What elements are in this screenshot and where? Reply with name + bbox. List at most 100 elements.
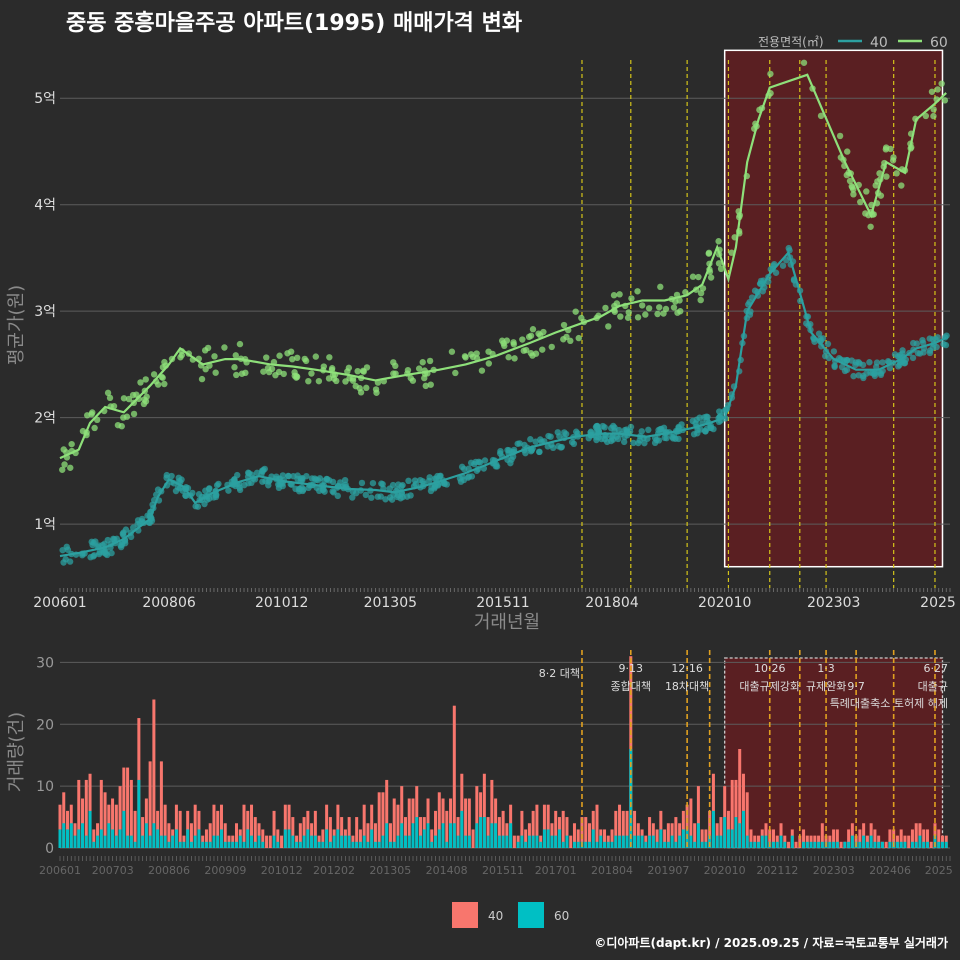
scatter-point-40 — [884, 358, 892, 365]
scatter-point-60 — [539, 346, 546, 353]
volume-x-tick: 201012 — [261, 864, 303, 877]
x-axis-title: 거래년월 — [474, 612, 540, 633]
volume-bar-40 — [802, 829, 806, 848]
scatter-point-60 — [893, 170, 900, 177]
volume-bar-40 — [595, 804, 599, 848]
volume-bar-60 — [715, 835, 719, 848]
volume-bar-60 — [847, 841, 851, 848]
volume-bar-40 — [554, 810, 558, 848]
volume-bar-40 — [910, 829, 914, 848]
scatter-point-40 — [669, 435, 677, 442]
volume-bar-60 — [944, 841, 948, 848]
volume-bar-60 — [400, 823, 404, 848]
scatter-point-60 — [617, 313, 624, 320]
volume-bar-40 — [193, 804, 197, 848]
scatter-point-60 — [485, 360, 493, 367]
scatter-point-40 — [234, 471, 241, 479]
scatter-point-60 — [419, 359, 426, 366]
volume-bar-60 — [321, 841, 325, 848]
volume-bar-40 — [103, 792, 107, 848]
scatter-point-60 — [302, 357, 310, 365]
scatter-point-60 — [938, 80, 945, 87]
scatter-point-60 — [800, 59, 808, 66]
volume-bar-40 — [689, 798, 693, 848]
scatter-point-40 — [919, 339, 927, 347]
volume-bar-40 — [794, 841, 798, 848]
volume-bar-60 — [535, 835, 539, 848]
volume-bar-40 — [663, 829, 667, 848]
volume-bar-60 — [527, 835, 531, 848]
scatter-point-60 — [500, 340, 507, 347]
scatter-point-40 — [830, 348, 838, 355]
volume-bar-40 — [787, 841, 791, 848]
scatter-point-60 — [356, 385, 363, 392]
scatter-point-60 — [934, 86, 941, 93]
scatter-point-40 — [378, 480, 385, 487]
volume-bar-60 — [542, 829, 546, 848]
volume-bar-60 — [159, 835, 163, 848]
volume-bar-40 — [268, 835, 272, 848]
volume-bar-60 — [869, 835, 873, 848]
scatter-point-40 — [294, 472, 301, 479]
scatter-point-60 — [211, 353, 218, 360]
scatter-point-40 — [182, 492, 189, 500]
volume-bar-40 — [696, 786, 700, 848]
legend-label-40: 40 — [488, 909, 503, 923]
volume-bar-60 — [539, 841, 543, 848]
scatter-point-60 — [467, 351, 475, 358]
volume-bar-60 — [648, 835, 652, 848]
volume-bar-40 — [835, 829, 839, 848]
scatter-point-60 — [110, 402, 118, 410]
scatter-point-40 — [213, 482, 221, 489]
volume-bar-60 — [719, 835, 723, 848]
volume-panel: 0 10 20 30 8·2 대책 9·13 종합대책 12·16 18차대책 10·26 대출규제… — [6, 650, 953, 877]
scatter-point-40 — [330, 489, 337, 496]
volume-bar-40 — [464, 798, 468, 848]
scatter-point-60 — [242, 369, 249, 377]
volume-bar-60 — [201, 841, 205, 848]
scatter-point-60 — [59, 466, 66, 473]
volume-bar-40 — [321, 829, 325, 848]
scatter-point-40 — [675, 435, 682, 443]
footer-credit: ©디아파트(dapt.kr) / 2025.09.25 / 자료=국토교통부 실… — [594, 935, 948, 950]
volume-bar-40 — [99, 779, 103, 848]
scatter-point-40 — [831, 362, 838, 369]
volume-bar-40 — [253, 817, 257, 848]
volume-bar-60 — [509, 823, 513, 848]
event-label-sub: 규제완화 — [806, 680, 846, 693]
scatter-point-40 — [913, 340, 921, 347]
volume-bar-60 — [925, 841, 929, 848]
volume-bar-40 — [888, 829, 892, 848]
scatter-point-40 — [641, 439, 648, 447]
volume-bar-60 — [456, 835, 460, 848]
scatter-point-40 — [427, 487, 435, 495]
scatter-point-60 — [605, 323, 612, 330]
event-label: 1·3 — [817, 662, 835, 675]
volume-bar-40 — [614, 810, 618, 848]
scatter-point-40 — [389, 481, 397, 489]
event-label: 12·16 — [671, 662, 703, 675]
event-label-sub: 대출규 — [918, 680, 948, 693]
volume-bar-40 — [347, 817, 351, 848]
volume-bar-60 — [914, 841, 918, 848]
volume-bar-60 — [58, 829, 62, 848]
scatter-point-60 — [625, 309, 632, 316]
scatter-point-60 — [263, 354, 270, 361]
volume-x-tick: 201907 — [647, 864, 689, 877]
scatter-point-60 — [628, 295, 635, 302]
volume-bar-60 — [336, 829, 340, 848]
y-tick-label: 3억 — [34, 304, 56, 320]
scatter-point-40 — [651, 439, 659, 447]
volume-bar-60 — [557, 829, 561, 848]
scatter-point-40 — [899, 347, 906, 354]
scatter-point-40 — [635, 439, 642, 447]
scatter-point-60 — [390, 370, 397, 377]
volume-bar-60 — [708, 835, 712, 848]
volume-bar-40 — [216, 810, 220, 848]
volume-bar-60 — [832, 841, 836, 848]
scatter-point-60 — [767, 70, 774, 78]
scatter-point-60 — [315, 377, 323, 385]
scatter-point-40 — [102, 547, 109, 555]
volume-bar-60 — [430, 841, 434, 848]
event-label: 8·2 대책 — [539, 667, 580, 680]
